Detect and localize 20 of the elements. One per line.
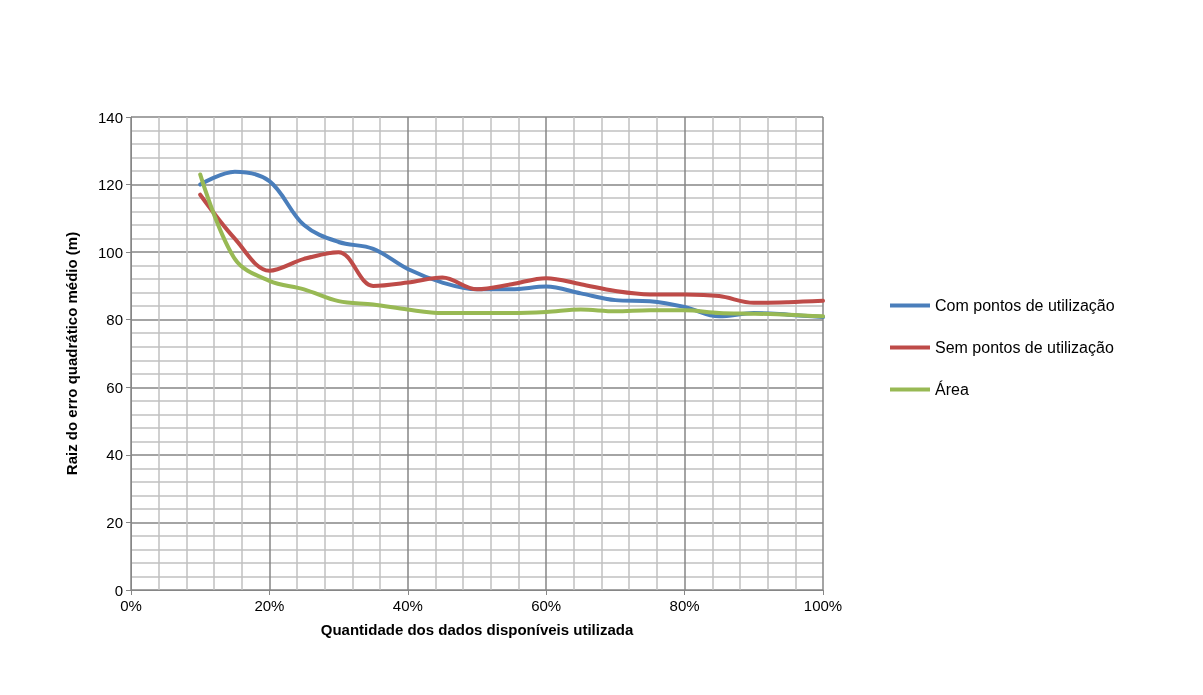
legend-label: Com pontos de utilização [935,297,1115,314]
y-tick-label: 120 [97,176,123,194]
legend-label: Sem pontos de utilização [935,339,1114,356]
x-tick-label: 40% [392,597,423,614]
y-tick-label: 140 [97,108,123,126]
y-tick-label: 0 [114,581,123,599]
x-tick-label: 20% [254,597,285,614]
line-series [198,192,825,305]
y-tick-label: 40 [106,446,123,464]
y-tick-label: 100 [97,243,123,261]
y-tick-label: 80 [106,311,123,329]
y-axis-title: Raiz do erro quadrático médio (m) [63,231,80,476]
x-tick-label: 60% [531,597,562,614]
x-axis-title: Quantidade dos dados disponíveis utilizada [320,621,634,638]
x-tick-label: 80% [669,597,700,614]
y-tick-label: 60 [106,378,123,396]
x-tick-label: 0% [120,597,142,614]
legend-label: Área [935,380,969,398]
y-tick-label: 20 [106,513,123,531]
x-tick-label: 100% [803,597,843,614]
